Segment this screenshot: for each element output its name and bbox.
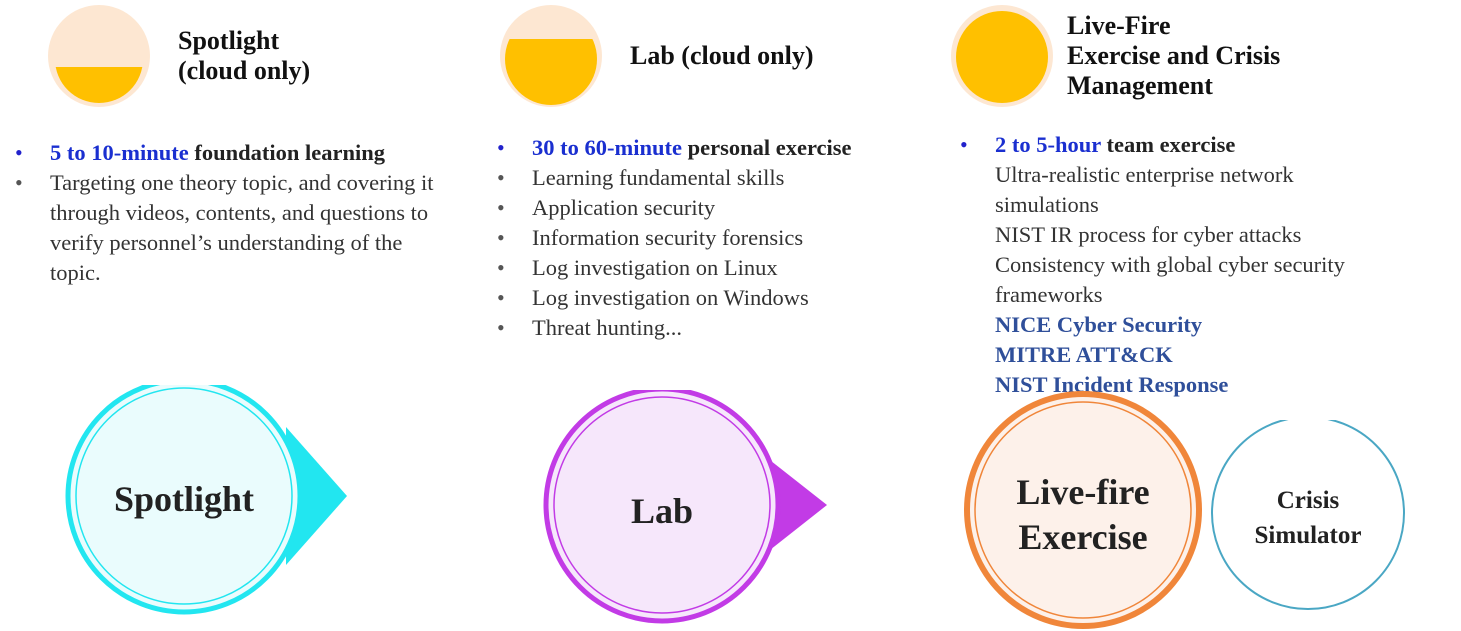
list-item: 2 to 5-hour team exercise (960, 130, 1360, 160)
list-item: Log investigation on Windows (497, 283, 937, 313)
list-item: 5 to 10-minute foundation learning (15, 138, 435, 168)
list-item: Ultra-realistic enterprise network simul… (995, 162, 1294, 217)
livefire-list: 2 to 5-hour team exercise Ultra-realisti… (960, 130, 1360, 400)
framework-item: MITRE ATT&CK (995, 342, 1173, 367)
spotlight-title: Spotlight (cloud only) (178, 26, 311, 85)
livefire-gauge-icon (951, 5, 1053, 107)
list-item: NIST IR process for cyber attacks (995, 222, 1302, 247)
spotlight-shape (65, 385, 347, 615)
livefire-shape (964, 391, 1202, 629)
lab-title: Lab (cloud only) (630, 41, 814, 70)
livefire-shape-label: Live-fire Exercise (1016, 472, 1150, 557)
list-item: Targeting one theory topic, and covering… (15, 168, 435, 288)
list-item: Log investigation on Linux (497, 253, 937, 283)
spotlight-list: 5 to 10-minute foundation learning Targe… (15, 138, 435, 288)
list-item: 30 to 60-minute personal exercise (497, 133, 937, 163)
lab-shape-label: Lab (630, 491, 694, 531)
framework-item: NIST Incident Response (995, 372, 1229, 397)
spotlight-gauge-icon (48, 5, 150, 107)
list-item: Application security (497, 193, 937, 223)
framework-item: NICE Cyber Security (995, 312, 1203, 337)
list-item: Consistency with global cyber security f… (995, 252, 1345, 307)
livefire-title: Live-Fire Exercise and Crisis Management (1067, 11, 1281, 100)
list-item: Information security forensics (497, 223, 937, 253)
list-item: Threat hunting... (497, 313, 937, 343)
lab-list: 30 to 60-minute personal exercise Learni… (497, 133, 937, 343)
lab-gauge-icon (500, 5, 602, 107)
spotlight-shape-label: Spotlight (113, 479, 255, 519)
lab-shape (543, 390, 827, 624)
list-item: Learning fundamental skills (497, 163, 937, 193)
crisis-simulator-shape (1211, 420, 1405, 610)
crisis-simulator-label: Crisis Simulator (1254, 487, 1362, 549)
